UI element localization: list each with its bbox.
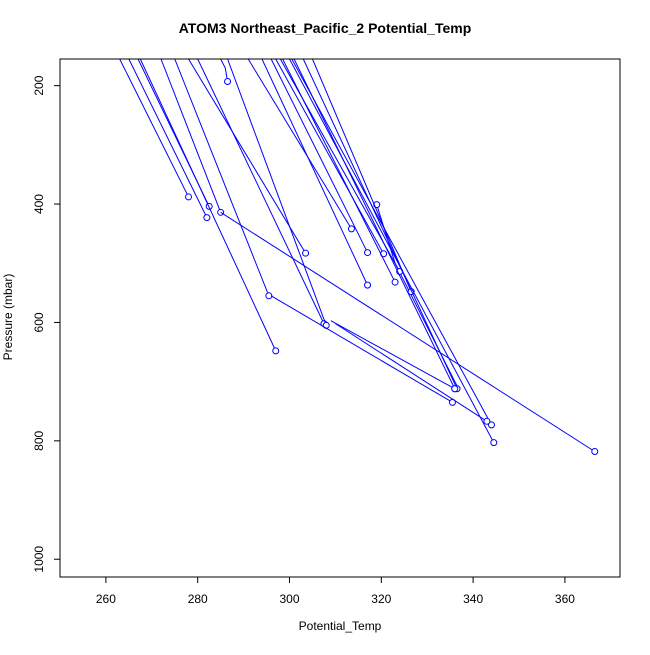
series-line [261, 59, 368, 286]
series-21 [293, 59, 459, 393]
series-line [311, 59, 412, 292]
series-line [160, 59, 222, 213]
series-15 [275, 59, 388, 258]
y-tick-label: 1000 [32, 546, 46, 573]
series-line [335, 323, 488, 422]
series-25 [330, 320, 459, 393]
series-line [174, 59, 270, 296]
series-line [270, 295, 453, 403]
series-22 [302, 59, 461, 393]
data-point [391, 278, 399, 286]
series-line [119, 59, 189, 198]
plot-frame [59, 58, 621, 578]
data-point [272, 347, 280, 355]
y-tick-label: 800 [32, 431, 46, 451]
data-point [490, 439, 498, 447]
series-9 [220, 59, 232, 85]
data-point [591, 447, 599, 455]
series-23 [220, 211, 599, 455]
series-18 [311, 59, 415, 296]
series-line [376, 204, 460, 391]
data-point [224, 77, 232, 85]
series-line [330, 320, 455, 390]
data-point [451, 385, 459, 393]
series-2 [128, 59, 211, 222]
series-layer [119, 59, 599, 455]
x-tick-label: 280 [188, 592, 208, 606]
series-line [289, 59, 495, 443]
data-point [364, 281, 372, 289]
data-point [302, 249, 310, 257]
series-line [139, 59, 277, 352]
data-point [483, 417, 491, 425]
series-11 [247, 59, 355, 233]
y-axis-label: Pressure (mbar) [1, 273, 15, 361]
data-point [487, 421, 495, 429]
series-line [279, 59, 401, 272]
series-6 [174, 59, 273, 300]
series-14 [373, 201, 460, 391]
y-tick-label: 200 [32, 75, 46, 95]
data-point [364, 249, 372, 257]
data-point [203, 214, 211, 222]
data-point [265, 292, 273, 300]
series-8 [197, 59, 328, 328]
series-line [227, 59, 327, 326]
series-13 [270, 59, 372, 257]
series-line [247, 59, 352, 230]
x-axis-label: Potential_Temp [298, 619, 382, 633]
series-26 [335, 323, 491, 425]
series-12 [261, 59, 372, 289]
series-line [293, 59, 456, 389]
series-4 [160, 59, 225, 216]
series-24 [270, 295, 456, 406]
series-7 [188, 59, 310, 257]
series-line [220, 211, 596, 452]
chart-title: ATOM3 Northeast_Pacific_2 Potential_Temp [178, 20, 472, 36]
series-line [291, 59, 492, 426]
series-line [128, 59, 208, 218]
x-tick-label: 340 [463, 592, 483, 606]
series-line [220, 59, 229, 82]
x-tick-label: 320 [371, 592, 391, 606]
series-19 [289, 59, 498, 447]
axes-layer: 260 280 300 320 340 360 200 400 600 800 1000 [32, 58, 621, 606]
data-point [185, 193, 193, 201]
y-tick-label: 600 [32, 312, 46, 332]
series-line [302, 59, 458, 389]
data-point [347, 225, 355, 233]
series-1 [119, 59, 193, 201]
series-5 [139, 59, 280, 355]
x-tick-label: 260 [96, 592, 116, 606]
series-line [275, 59, 385, 255]
x-tick-label: 300 [279, 592, 299, 606]
series-line [197, 59, 325, 324]
series-line [270, 59, 368, 253]
x-tick-label: 360 [555, 592, 575, 606]
series-20 [291, 59, 495, 429]
series-line [188, 59, 307, 254]
y-tick-label: 400 [32, 194, 46, 214]
